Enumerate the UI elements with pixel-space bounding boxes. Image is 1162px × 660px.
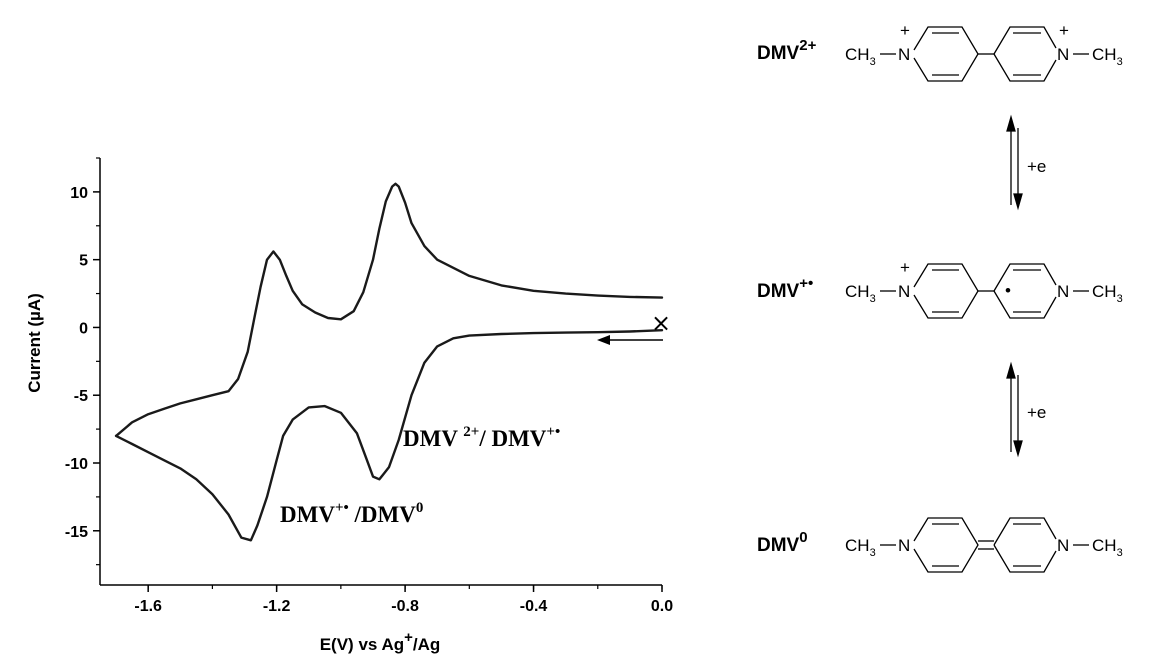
y-tick-label: 5 [79,253,88,270]
structure-dmv-radical: CH3 N + • N CH3 [845,258,1123,319]
species-label-dmv0: DMV0 [757,529,808,556]
plot-frame [99,158,662,586]
reduction-scheme: DMV2+ DMV+• DMV0 CH3 N + N + CH3 [757,21,1123,573]
species-label-dmv-radical: DMV+• [757,275,813,302]
electron-label-2: +e [1027,403,1046,422]
x-tick-label: 0.0 [651,598,673,615]
electron-label-1: +e [1027,157,1046,176]
annotation-second-couple: DMV+• /DMV0 [280,500,423,527]
annotation-first-couple: DMV 2+/ DMV+• [403,424,560,451]
anodic-sweep-line [114,182,664,438]
start-marker: × [651,309,671,337]
x-tick-label: -1.2 [263,598,291,615]
sweep-direction-arrow [597,335,663,345]
charge-right: + [1059,21,1069,40]
x-tick-label: -0.8 [391,598,419,615]
equilibrium-arrows-2 [1006,361,1023,458]
y-axis-label: Current (µA) [25,293,44,393]
y-tick-label: -10 [65,456,88,473]
y-tick-label: 10 [70,185,88,202]
nitrogen-right: N [1057,45,1069,64]
charge-left: + [900,21,910,40]
radical-dot: • [1005,281,1011,300]
methyl-right: CH3 [1092,282,1123,305]
x-axis-label: E(V) vs Ag+/Ag [320,629,441,654]
methyl-right: CH3 [1092,45,1123,68]
equilibrium-arrows-1 [1006,114,1023,211]
nitrogen-right: N [1057,282,1069,301]
methyl-left: CH3 [845,536,876,559]
x-tick-label: -0.4 [520,598,548,615]
charge-left: + [900,258,910,277]
y-ticks: -15 -10 -5 0 5 10 [65,157,100,566]
methyl-right: CH3 [1092,536,1123,559]
cathodic-sweep-line [114,329,664,542]
nitrogen-right: N [1057,536,1069,555]
methyl-left: CH3 [845,282,876,305]
y-tick-label: -5 [74,388,88,405]
y-tick-label: 0 [79,320,88,337]
x-tick-label: -1.6 [134,598,162,615]
x-ticks: -1.6 -1.2 -0.8 -0.4 0.0 [134,585,673,615]
y-tick-label: -15 [65,524,88,541]
species-label-dmv2plus: DMV2+ [757,37,817,64]
methyl-left: CH3 [845,45,876,68]
nitrogen-left: N [898,282,910,301]
nitrogen-left: N [898,536,910,555]
structure-dmv0: CH3 N N CH3 [845,517,1123,573]
nitrogen-left: N [898,45,910,64]
series-layer [114,182,664,542]
structure-dmv2plus: CH3 N + N + CH3 [845,21,1123,82]
cyclic-voltammogram: -1.6 -1.2 -0.8 -0.4 0.0 -15 -10 -5 0 5 10 E(V) vs… [25,157,673,654]
